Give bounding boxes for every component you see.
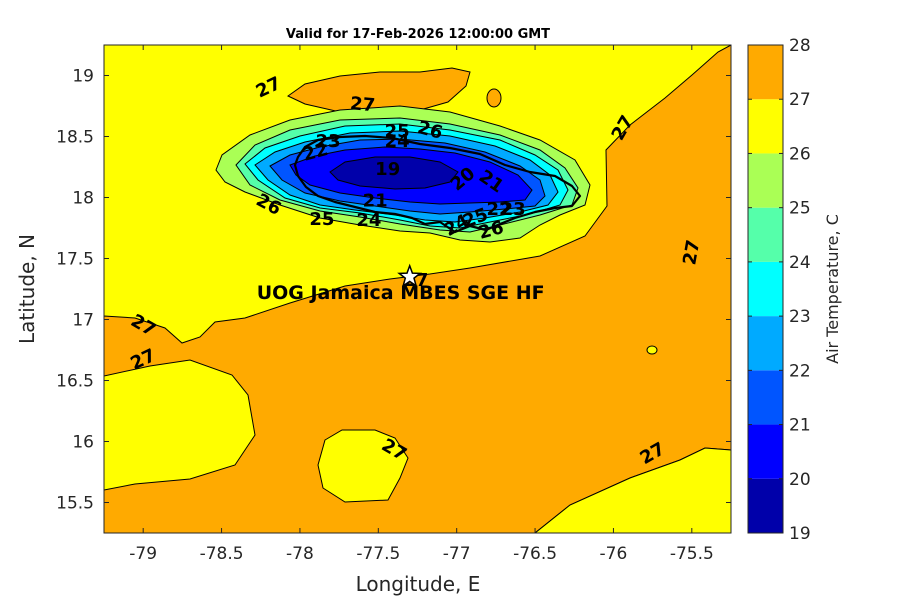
y-tick-label: 15.5 — [56, 494, 94, 514]
colorbar-swatch — [748, 478, 783, 533]
y-tick-label: 18.5 — [56, 128, 94, 148]
band-26-27-se-pocket — [534, 447, 731, 533]
colorbar-tick-label: 21 — [789, 416, 811, 436]
colorbar-tick-label: 23 — [789, 307, 811, 327]
contour-label: 25 — [385, 121, 410, 142]
x-tick-label: -76.5 — [513, 544, 557, 564]
y-tick-label: 17.5 — [56, 250, 94, 270]
contour-label: 27 — [679, 238, 704, 266]
axes-frame — [103, 44, 732, 534]
colorbar-swatch — [748, 99, 783, 154]
colorbar-swatch — [748, 424, 783, 479]
contour-label: 25 — [309, 209, 334, 230]
colorbar-label: Air Temperature, C — [823, 214, 842, 364]
y-axis: 15.5 16 16.5 17 17.5 18 18.5 19 — [56, 67, 731, 514]
colorbar-swatch — [748, 207, 783, 262]
contour-label: 24 — [385, 131, 410, 152]
x-tick-label: -76 — [600, 544, 628, 564]
station-marker: UOG Jamaica MBES SGE HF — [257, 263, 545, 304]
x-tick-label: -77 — [443, 544, 471, 564]
colorbar-tick-label: 19 — [789, 524, 811, 544]
colorbar-tick-label: 22 — [789, 361, 811, 381]
station-label: UOG Jamaica MBES SGE HF — [257, 282, 545, 304]
contour-label: 23 — [501, 199, 526, 220]
x-axis: -79 -78.5 -78 -77.5 -77 -76.5 -76 -75.5 — [129, 45, 714, 564]
x-tick-label: -78.5 — [200, 544, 244, 564]
band-19-20 — [329, 156, 459, 190]
y-tick-label: 19 — [72, 67, 94, 87]
colorbar-tick-label: 25 — [789, 199, 811, 219]
colorbar-tick-label: 27 — [789, 90, 811, 110]
colorbar-tick-label: 28 — [789, 36, 811, 56]
y-axis-label: Latitude, N — [15, 234, 39, 344]
y-tick-label: 16.5 — [56, 372, 94, 392]
colorbar-tick-label: 26 — [789, 144, 811, 164]
x-tick-label: -77.5 — [356, 544, 400, 564]
contour-label: 24 — [356, 210, 381, 231]
contour-label: 21 — [363, 191, 388, 212]
contour-label: 27 — [349, 93, 376, 116]
x-axis-label: Longitude, E — [356, 572, 481, 596]
colorbar-swatch — [748, 370, 783, 425]
band-27-28-main — [104, 45, 731, 533]
y-tick-label: 18 — [72, 189, 94, 209]
y-tick-label: 17 — [72, 311, 94, 331]
jamaica-coastline — [293, 134, 582, 234]
colorbar: 19 20 21 22 23 24 25 26 27 28 — [747, 36, 811, 544]
band-26-27-dot — [646, 345, 658, 355]
colorbar-swatch — [748, 45, 783, 100]
band-27-28-islet — [486, 88, 502, 108]
colorbar-swatch — [748, 261, 783, 317]
colorbar-swatch — [748, 153, 783, 208]
colorbar-tick-label: 20 — [789, 470, 811, 490]
contour-label: 23 — [316, 131, 341, 152]
contour-label: 19 — [375, 159, 400, 180]
colorbar-frame — [747, 44, 784, 534]
station-star-icon — [397, 263, 423, 288]
y-tick-label: 16 — [72, 433, 94, 453]
contour-label: 22 — [486, 199, 511, 220]
x-tick-label: -75.5 — [670, 544, 714, 564]
colorbar-tick-label: 24 — [789, 253, 811, 273]
x-tick-label: -78 — [286, 544, 314, 564]
band-26-27-south-pocket — [317, 429, 409, 503]
colorbar-swatch — [748, 316, 783, 371]
chart-title: Valid for 17-Feb-2026 12:00:00 GMT — [286, 27, 550, 42]
x-tick-label: -79 — [129, 544, 157, 564]
